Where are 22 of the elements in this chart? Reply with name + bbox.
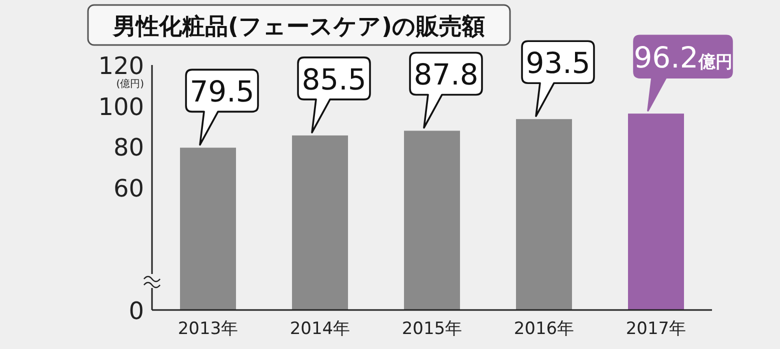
bar [516, 119, 572, 310]
x-tick-label: 2014年 [290, 319, 350, 339]
chart-title: 男性化粧品(フェースケア)の販売額 [112, 14, 486, 40]
data-label: 79.5 [190, 74, 254, 109]
x-tick-label: 2013年 [178, 319, 238, 339]
y-axis-title: (億円) [116, 78, 144, 90]
data-label: 93.5 [526, 46, 590, 80]
bar [292, 135, 348, 310]
y-tick-label: 100 [98, 92, 144, 121]
x-tick-label: 2017年 [626, 319, 686, 339]
data-label: 96.2億円 [634, 40, 732, 75]
x-tick-label: 2016年 [514, 319, 574, 339]
y-tick-label: 80 [113, 134, 144, 162]
data-label: 87.8 [414, 58, 478, 92]
bar [180, 148, 236, 310]
data-label: 85.5 [302, 62, 366, 96]
y-tick-label: 0 [128, 297, 144, 325]
y-tick-label: 120 [98, 52, 144, 80]
y-tick-label: 60 [113, 174, 144, 202]
bar [628, 114, 684, 310]
bar [404, 130, 460, 310]
x-tick-label: 2015年 [402, 319, 462, 339]
